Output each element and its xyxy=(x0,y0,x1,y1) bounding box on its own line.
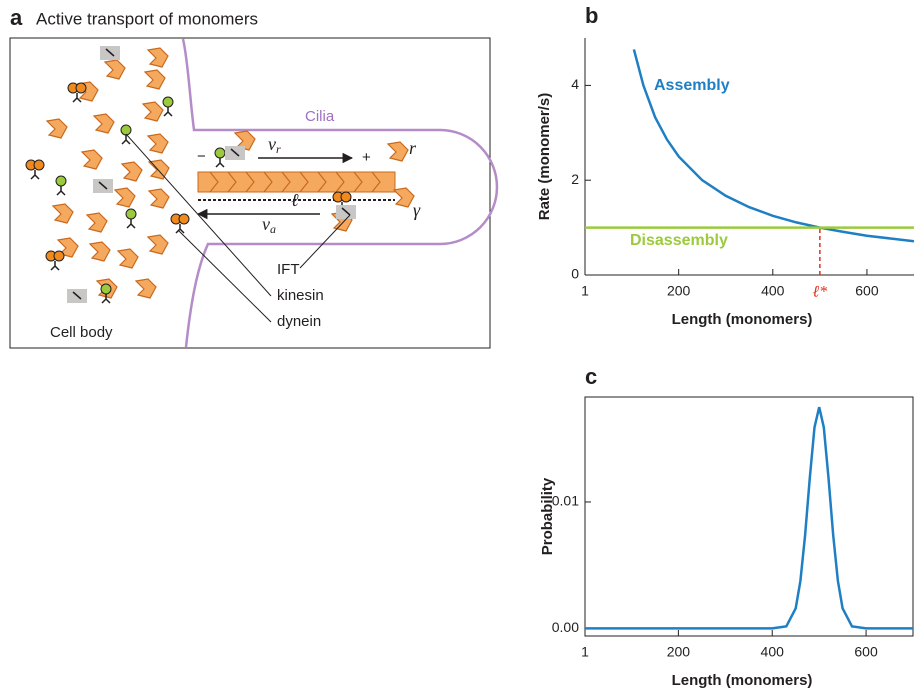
subscript: r xyxy=(276,142,281,156)
x-tick-label: 1 xyxy=(581,644,589,660)
subscript: a xyxy=(270,222,276,236)
velocity-label: va xyxy=(262,214,276,236)
panel-label: a xyxy=(10,5,23,30)
x-axis-title: Length (monomers) xyxy=(672,672,813,689)
cell-body-label: Cell body xyxy=(50,324,113,341)
x-tick-label: 200 xyxy=(667,283,691,299)
panel-title: Active transport of monomers xyxy=(36,9,258,28)
rate-label: γ xyxy=(413,200,421,220)
y-tick-label: 2 xyxy=(571,171,579,187)
y-axis-title: Rate (monomer/s) xyxy=(536,93,553,221)
y-tick-label: 4 xyxy=(571,76,579,92)
annotation-label: ℓ* xyxy=(813,284,828,301)
symbol: v xyxy=(262,214,270,234)
x-axis-title: Length (monomers) xyxy=(672,311,813,328)
plot-frame xyxy=(584,396,914,637)
data-line xyxy=(585,406,913,630)
x-tick-label: 200 xyxy=(667,644,691,660)
data-line xyxy=(632,49,914,243)
panel-label: c xyxy=(585,364,597,389)
velocity-label: vr xyxy=(268,134,281,156)
cilia-label: Cilia xyxy=(305,108,335,125)
panel-frame xyxy=(9,37,491,349)
x-tick-label: 400 xyxy=(761,283,785,299)
x-tick-label: 600 xyxy=(854,644,878,660)
component-label: IFT xyxy=(277,261,300,278)
y-tick-label: 0.01 xyxy=(552,493,579,509)
rate-label: r xyxy=(409,138,417,158)
panel-label: b xyxy=(585,3,598,28)
y-tick-label: 0 xyxy=(571,266,579,282)
component-label: kinesin xyxy=(277,287,324,304)
minus-label: − xyxy=(197,148,206,165)
filament xyxy=(197,171,396,193)
plus-label: + xyxy=(362,149,371,166)
y-tick-label: 0.00 xyxy=(552,619,579,635)
x-tick-label: 1 xyxy=(581,283,589,299)
length-label: ℓ xyxy=(291,190,299,210)
symbol: v xyxy=(268,134,276,154)
series-label: Assembly xyxy=(654,77,730,94)
y-axis-title: Probability xyxy=(539,477,556,555)
cilia-outline xyxy=(181,38,499,348)
x-tick-label: 400 xyxy=(761,644,785,660)
series-label: Disassembly xyxy=(630,232,728,249)
x-tick-label: 600 xyxy=(855,283,879,299)
component-label: dynein xyxy=(277,313,321,330)
leader-lines xyxy=(125,133,351,323)
